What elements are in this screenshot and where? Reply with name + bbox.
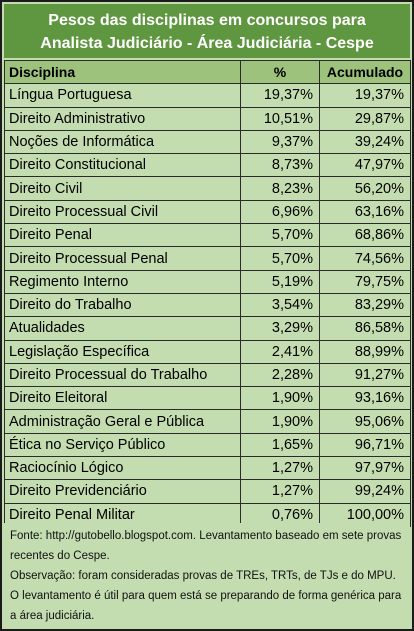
column-header-acumulado: Acumulado bbox=[319, 59, 411, 85]
cell-acumulado: 68,86% bbox=[319, 223, 411, 248]
cell-acumulado: 95,06% bbox=[319, 409, 411, 434]
table-row: Noções de Informática 9,37% 39,24% bbox=[4, 129, 411, 155]
cell-acumulado: 47,97% bbox=[319, 153, 411, 178]
cell-percent: 2,28% bbox=[240, 362, 320, 388]
table-row: Direito Penal Militar 0,76% 100,00% bbox=[4, 502, 411, 527]
weights-table: Disciplina % Acumulado Língua Portuguesa… bbox=[4, 59, 411, 527]
cell-disciplina: Língua Portuguesa bbox=[4, 83, 241, 108]
cell-percent: 1,65% bbox=[240, 432, 320, 458]
cell-acumulado: 91,27% bbox=[319, 362, 411, 388]
table-row: Regimento Interno 5,19% 79,75% bbox=[4, 269, 411, 294]
cell-disciplina: Direito Eleitoral bbox=[4, 386, 241, 411]
cell-disciplina: Direito Administrativo bbox=[4, 106, 241, 131]
table-row: Legislação Específica 2,41% 88,99% bbox=[4, 339, 411, 364]
cell-disciplina: Ética no Serviço Público bbox=[4, 432, 241, 458]
cell-percent: 10,51% bbox=[240, 106, 320, 131]
cell-disciplina: Direito Previdenciário bbox=[4, 479, 241, 504]
cell-disciplina: Legislação Específica bbox=[4, 339, 241, 364]
table-row: Direito Administrativo 10,51% 29,87% bbox=[4, 106, 411, 131]
cell-disciplina: Administração Geral e Pública bbox=[4, 409, 241, 434]
table-header-row: Disciplina % Acumulado bbox=[4, 59, 411, 85]
table-title: Pesos das disciplinas em concursos para … bbox=[4, 4, 410, 58]
cell-percent: 1,90% bbox=[240, 386, 320, 411]
cell-percent: 19,37% bbox=[240, 83, 320, 108]
table-row: Direito Processual do Trabalho 2,28% 91,27… bbox=[4, 362, 411, 388]
cell-disciplina: Direito Civil bbox=[4, 176, 241, 201]
cell-disciplina: Regimento Interno bbox=[4, 269, 241, 294]
cell-percent: 3,29% bbox=[240, 316, 320, 341]
cell-disciplina: Direito do Trabalho bbox=[4, 292, 241, 318]
cell-acumulado: 74,56% bbox=[319, 246, 411, 271]
table-row: Direito Processual Civil 6,96% 63,16% bbox=[4, 199, 411, 225]
cell-percent: 8,23% bbox=[240, 176, 320, 201]
cell-acumulado: 88,99% bbox=[319, 339, 411, 364]
cell-acumulado: 19,37% bbox=[319, 83, 411, 108]
cell-percent: 5,70% bbox=[240, 246, 320, 271]
cell-disciplina: Raciocínio Lógico bbox=[4, 456, 241, 481]
table-row: Ética no Serviço Público 1,65% 96,71% bbox=[4, 432, 411, 458]
cell-acumulado: 99,24% bbox=[319, 479, 411, 504]
cell-acumulado: 39,24% bbox=[319, 129, 411, 155]
title-line-2: Analista Judiciário - Área Judiciária - … bbox=[40, 35, 374, 52]
cell-acumulado: 29,87% bbox=[319, 106, 411, 131]
cell-disciplina: Direito Penal bbox=[4, 223, 241, 248]
title-line-1: Pesos das disciplinas em concursos para bbox=[48, 12, 366, 29]
table-row: Raciocínio Lógico 1,27% 97,97% bbox=[4, 456, 411, 481]
cell-acumulado: 96,71% bbox=[319, 432, 411, 458]
table-row: Língua Portuguesa 19,37% 19,37% bbox=[4, 83, 411, 108]
cell-acumulado: 93,16% bbox=[319, 386, 411, 411]
table-row: Direito Eleitoral 1,90% 93,16% bbox=[4, 386, 411, 411]
table-row: Atualidades 3,29% 86,58% bbox=[4, 316, 411, 341]
cell-percent: 6,96% bbox=[240, 199, 320, 225]
table-row: Direito Civil 8,23% 56,20% bbox=[4, 176, 411, 201]
cell-disciplina: Direito Penal Militar bbox=[4, 502, 241, 527]
cell-acumulado: 97,97% bbox=[319, 456, 411, 481]
cell-percent: 8,73% bbox=[240, 153, 320, 178]
cell-percent: 9,37% bbox=[240, 129, 320, 155]
cell-acumulado: 79,75% bbox=[319, 269, 411, 294]
cell-percent: 3,54% bbox=[240, 292, 320, 318]
cell-acumulado: 100,00% bbox=[319, 502, 411, 527]
cell-disciplina: Direito Constitucional bbox=[4, 153, 241, 178]
cell-acumulado: 86,58% bbox=[319, 316, 411, 341]
cell-acumulado: 63,16% bbox=[319, 199, 411, 225]
table-row: Direito Constitucional 8,73% 47,97% bbox=[4, 153, 411, 178]
cell-acumulado: 56,20% bbox=[319, 176, 411, 201]
cell-disciplina: Direito Processual do Trabalho bbox=[4, 362, 241, 388]
cell-percent: 5,19% bbox=[240, 269, 320, 294]
cell-disciplina: Atualidades bbox=[4, 316, 241, 341]
cell-percent: 2,41% bbox=[240, 339, 320, 364]
cell-percent: 1,90% bbox=[240, 409, 320, 434]
table-row: Direito Processual Penal 5,70% 74,56% bbox=[4, 246, 411, 271]
table-row: Direito Previdenciário 1,27% 99,24% bbox=[4, 479, 411, 504]
table-row: Direito do Trabalho 3,54% 83,29% bbox=[4, 292, 411, 318]
cell-percent: 5,70% bbox=[240, 223, 320, 248]
cell-disciplina: Direito Processual Penal bbox=[4, 246, 241, 271]
table-row: Direito Penal 5,70% 68,86% bbox=[4, 223, 411, 248]
cell-percent: 1,27% bbox=[240, 479, 320, 504]
table-row: Administração Geral e Pública 1,90% 95,06% bbox=[4, 409, 411, 434]
footer-notes: Fonte: http://gutobello.blogspot.com. Le… bbox=[4, 523, 410, 629]
cell-acumulado: 83,29% bbox=[319, 292, 411, 318]
footer-source: Fonte: http://gutobello.blogspot.com. Le… bbox=[10, 530, 402, 562]
cell-disciplina: Direito Processual Civil bbox=[4, 199, 241, 225]
column-header-percent: % bbox=[240, 59, 320, 85]
column-header-disciplina: Disciplina bbox=[4, 59, 241, 85]
cell-disciplina: Noções de Informática bbox=[4, 129, 241, 155]
footer-observation: Observação: foram consideradas provas de… bbox=[10, 570, 402, 622]
cell-percent: 1,27% bbox=[240, 456, 320, 481]
